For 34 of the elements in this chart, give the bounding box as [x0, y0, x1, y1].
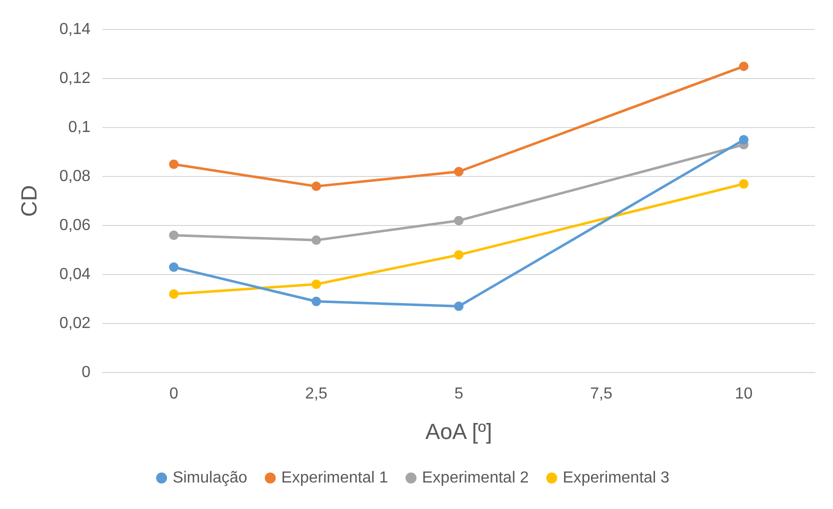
point	[739, 135, 749, 145]
point	[169, 262, 179, 272]
point	[454, 166, 464, 176]
point	[312, 280, 322, 289]
point	[454, 216, 464, 226]
point	[169, 160, 179, 170]
y-tick-label: 0,06	[59, 216, 91, 234]
point	[454, 250, 464, 260]
y-tick-label: 0,08	[59, 168, 91, 185]
point	[169, 230, 179, 240]
x-tick-label: 7,5	[590, 385, 612, 402]
y-tick-label: 0,12	[59, 70, 91, 87]
point	[454, 302, 464, 312]
point	[312, 235, 322, 245]
legend-label: Experimental 2	[422, 469, 529, 486]
x-tick-label: 2,5	[305, 385, 328, 402]
point	[312, 182, 322, 192]
point	[739, 62, 749, 72]
x-tick-label: 10	[734, 385, 753, 402]
point	[312, 296, 322, 306]
legend-label: Experimental 1	[281, 469, 388, 486]
legend-label: Simulação	[172, 469, 248, 486]
point	[739, 179, 749, 189]
y-tick-label: 0	[82, 364, 91, 381]
y-axis-title: CD	[16, 185, 42, 217]
x-axis-title: AoA [º]	[425, 418, 492, 444]
point	[169, 289, 179, 299]
y-tick-label: 0,1	[68, 118, 91, 136]
y-tick-label: 0,02	[59, 314, 91, 332]
y-tick-label: 0,04	[59, 266, 91, 283]
x-tick-label: 0	[169, 385, 178, 402]
legend-label: Experimental 3	[562, 469, 670, 486]
x-tick-label: 5	[454, 385, 464, 402]
y-tick-label: 0,14	[59, 21, 91, 38]
